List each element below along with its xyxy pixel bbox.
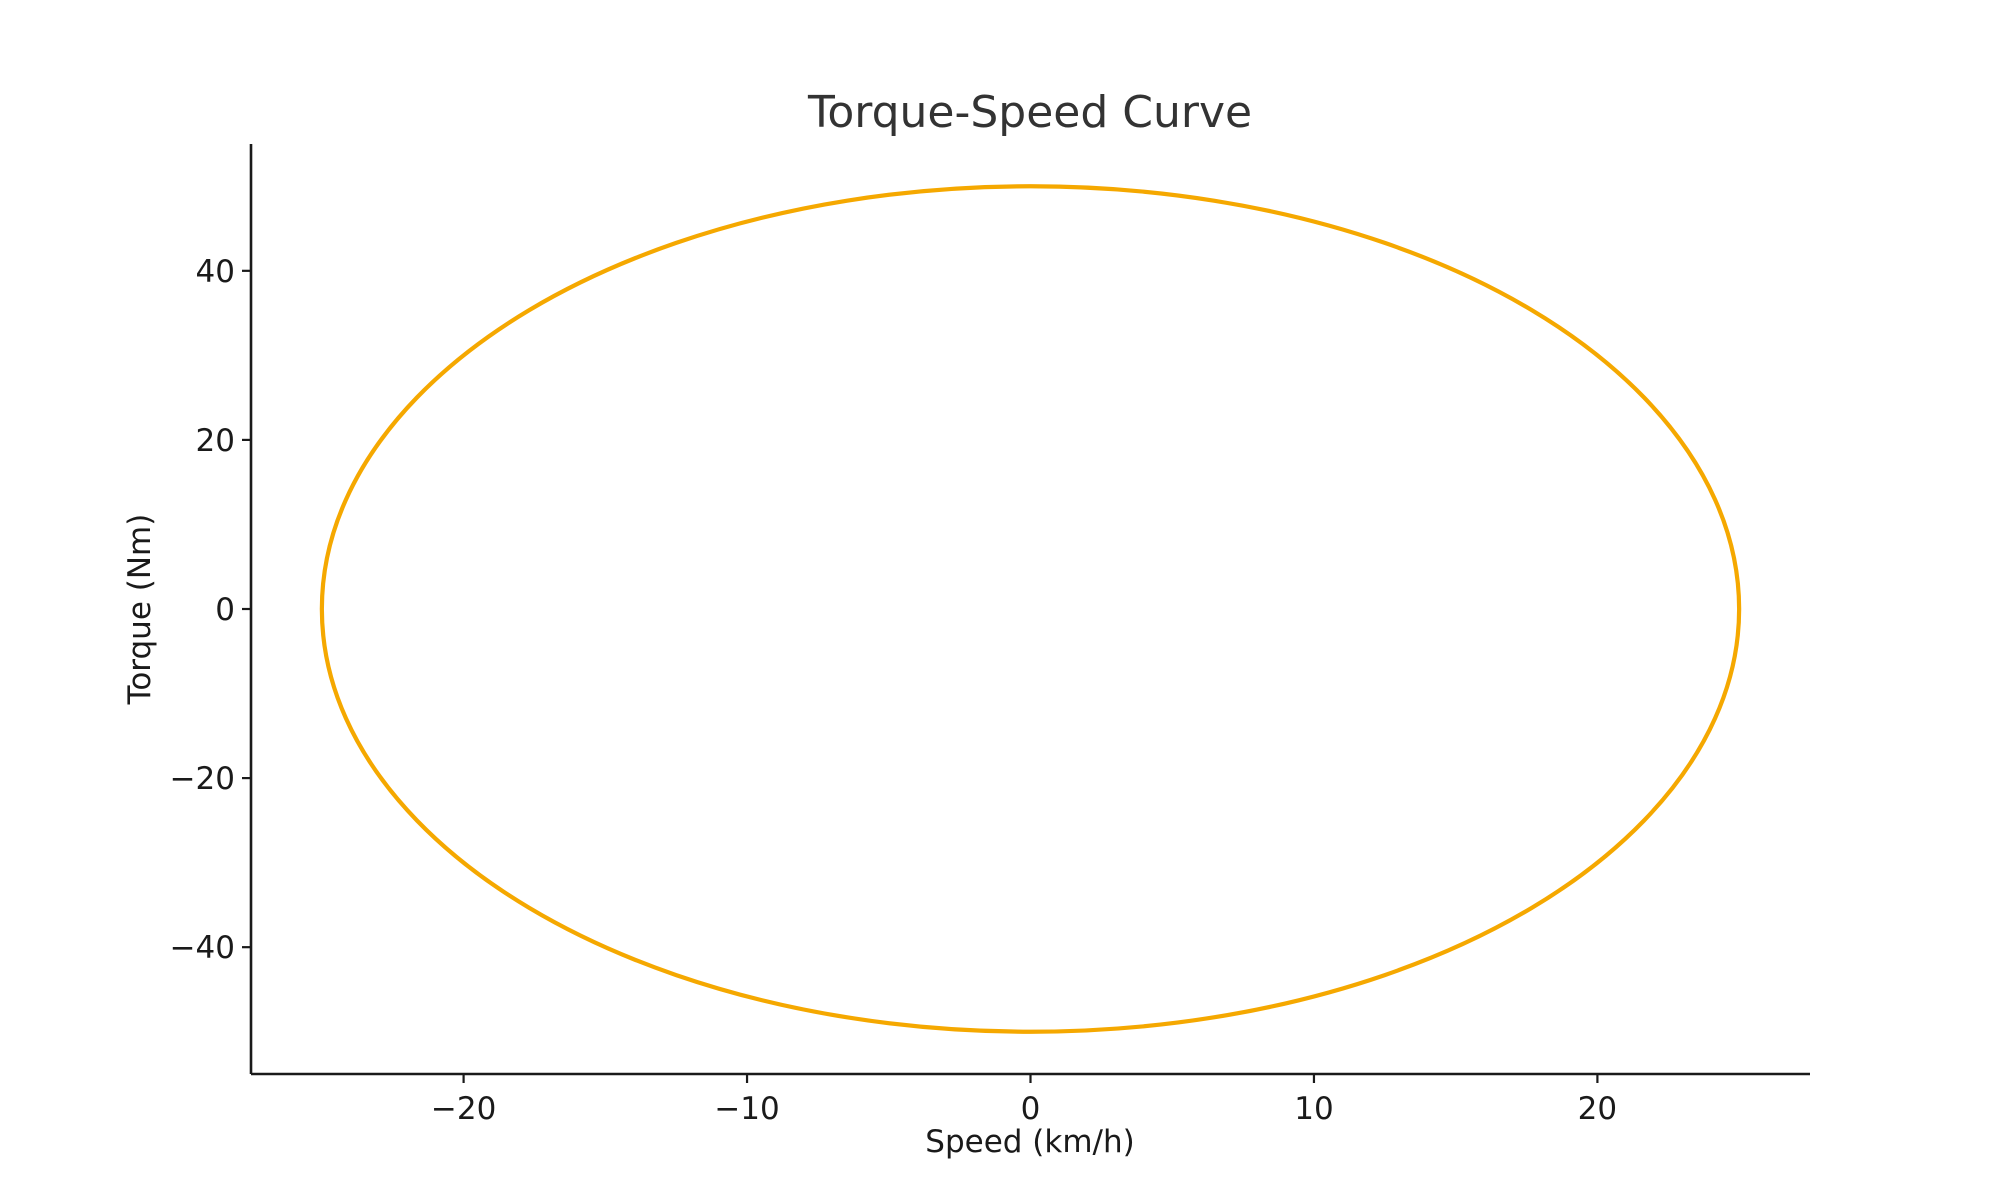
- y-tick-label: 20: [196, 423, 235, 459]
- chart-title: Torque-Speed Curve: [807, 87, 1252, 138]
- x-tick-label: −10: [714, 1091, 779, 1127]
- x-tick-label: 20: [1578, 1091, 1617, 1127]
- y-tick-label: 40: [196, 254, 235, 290]
- x-tick-label: 10: [1294, 1091, 1333, 1127]
- y-axis-ticks: −40 −20 0 20 40: [170, 254, 251, 966]
- plot-area: [319, 184, 1742, 1034]
- series-line: [319, 184, 1742, 1034]
- y-tick-label: 0: [215, 592, 235, 628]
- x-tick-label: 0: [1021, 1091, 1041, 1127]
- y-tick-label: −40: [170, 930, 235, 966]
- x-axis-ticks: −20 −10 0 10 20: [431, 1074, 1617, 1127]
- x-axis-label: Speed (km/h): [925, 1124, 1134, 1160]
- y-axis-label: Torque (Nm): [122, 514, 158, 706]
- x-tick-label: −20: [431, 1091, 496, 1127]
- y-tick-label: −20: [170, 761, 235, 797]
